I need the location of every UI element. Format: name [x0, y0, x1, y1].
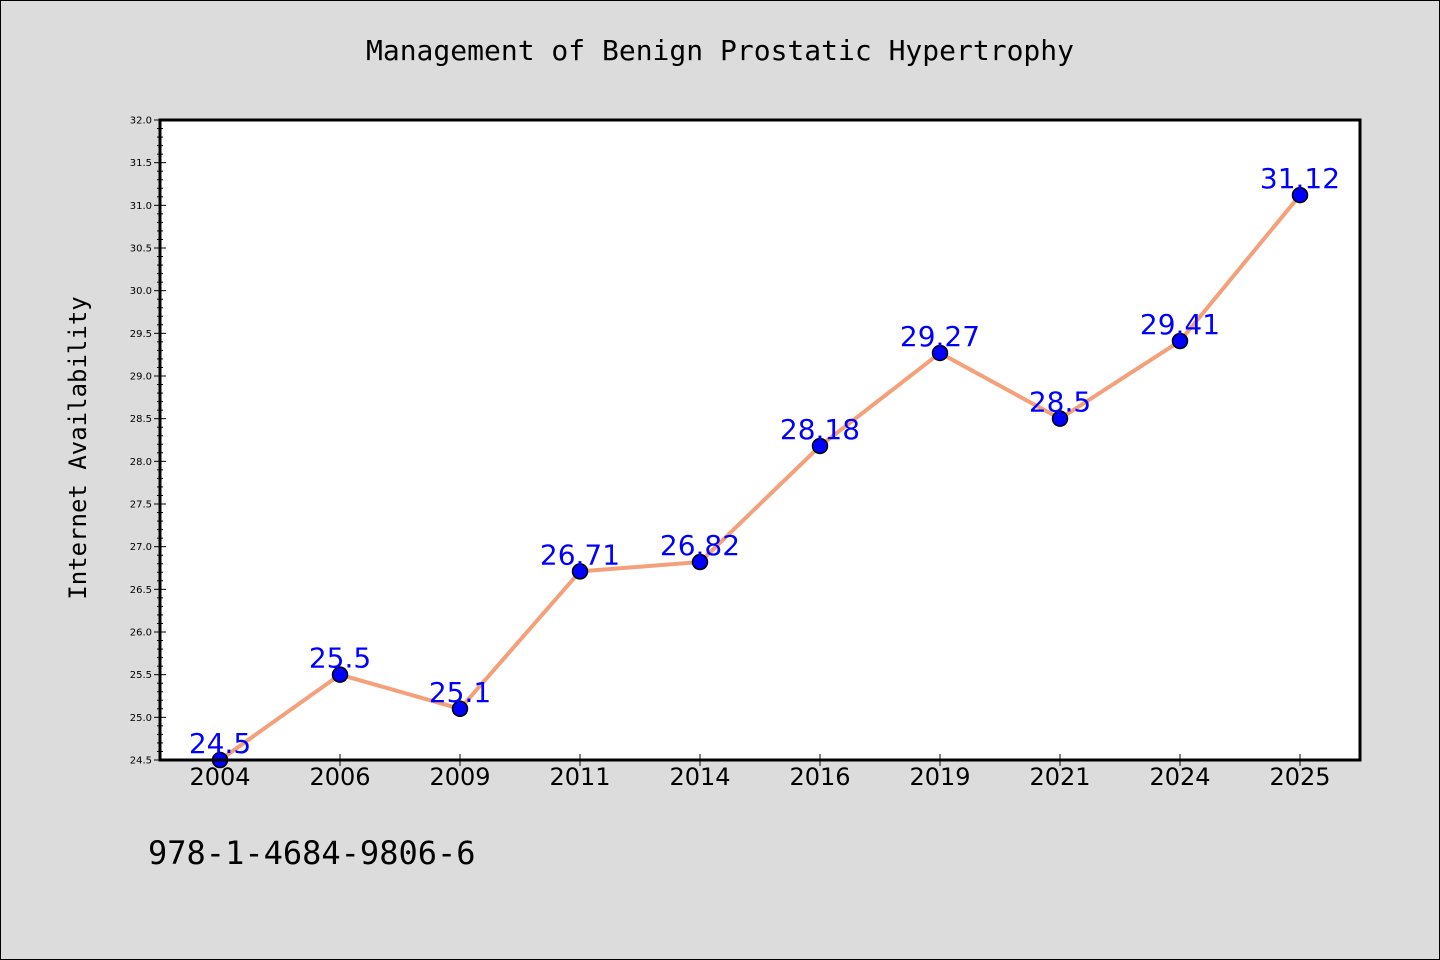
y-tick-label: 28.5	[130, 414, 152, 425]
data-point	[1051, 410, 1069, 427]
y-tick-label: 27.5	[130, 500, 152, 511]
y-tick-label: 25.0	[130, 713, 152, 724]
y-tick-label: 31.0	[130, 201, 152, 212]
x-tick-label: 2016	[789, 763, 850, 791]
data-label: 25.5	[309, 642, 371, 675]
y-tick-label: 30.0	[130, 286, 152, 297]
y-tick-label: 28.0	[130, 457, 152, 468]
y-tick-label: 24.5	[130, 756, 152, 767]
data-point	[1291, 186, 1309, 204]
data-label: 25.1	[429, 676, 491, 709]
y-tick-label: 26.0	[130, 628, 152, 639]
y-tick-label: 27.0	[130, 542, 152, 553]
x-tick-label: 2021	[1029, 763, 1090, 791]
x-tick-label: 2009	[429, 763, 490, 791]
data-label: 29.41	[1140, 308, 1220, 341]
chart-title: Management of Benign Prostatic Hypertrop…	[365, 34, 1074, 67]
y-axis-label: Internet Availability	[64, 296, 92, 599]
x-tick-label: 2019	[909, 763, 970, 791]
x-tick-label: 2025	[1269, 763, 1330, 791]
data-label: 26.82	[660, 529, 740, 562]
data-point	[931, 344, 949, 362]
plot-area	[160, 120, 1360, 760]
x-tick-label: 2011	[549, 763, 610, 791]
y-tick-label: 29.5	[130, 329, 152, 340]
y-tick-label: 31.5	[130, 158, 152, 169]
y-tick-label: 26.5	[130, 585, 152, 596]
x-tick-label: 2014	[669, 763, 730, 791]
x-tick-label: 2006	[309, 763, 370, 791]
data-point	[571, 563, 589, 580]
data-label: 29.27	[900, 320, 980, 353]
series-markers	[211, 186, 1309, 769]
y-tick-label: 30.5	[130, 244, 152, 255]
y-tick-label: 32.0	[130, 116, 152, 127]
data-point	[451, 700, 469, 718]
data-label: 28.18	[780, 413, 860, 446]
data-point	[331, 666, 349, 683]
data-point	[691, 553, 709, 571]
y-tick-label: 29.0	[130, 372, 152, 383]
data-labels: 24.5 25.5 25.1 26.71 26.82 28.18 29.27 28.5 29.4…	[189, 162, 1340, 760]
data-point	[1171, 332, 1189, 350]
plot-border	[158, 118, 1362, 762]
data-label: 31.12	[1260, 162, 1340, 195]
data-label: 26.71	[540, 538, 620, 571]
data-label: 24.5	[189, 727, 251, 760]
x-tick-label: 2024	[1149, 763, 1210, 791]
footer-id-text: 978-1-4684-9806-6	[148, 834, 476, 872]
data-point	[811, 437, 829, 455]
x-axis-ticks: 2004 2006 2009 2011 2014 2016 2019 2021 2024 2025	[189, 754, 1331, 791]
series-line	[218, 193, 1302, 762]
y-tick-label: 25.5	[130, 670, 152, 681]
data-label: 28.5	[1029, 386, 1091, 419]
